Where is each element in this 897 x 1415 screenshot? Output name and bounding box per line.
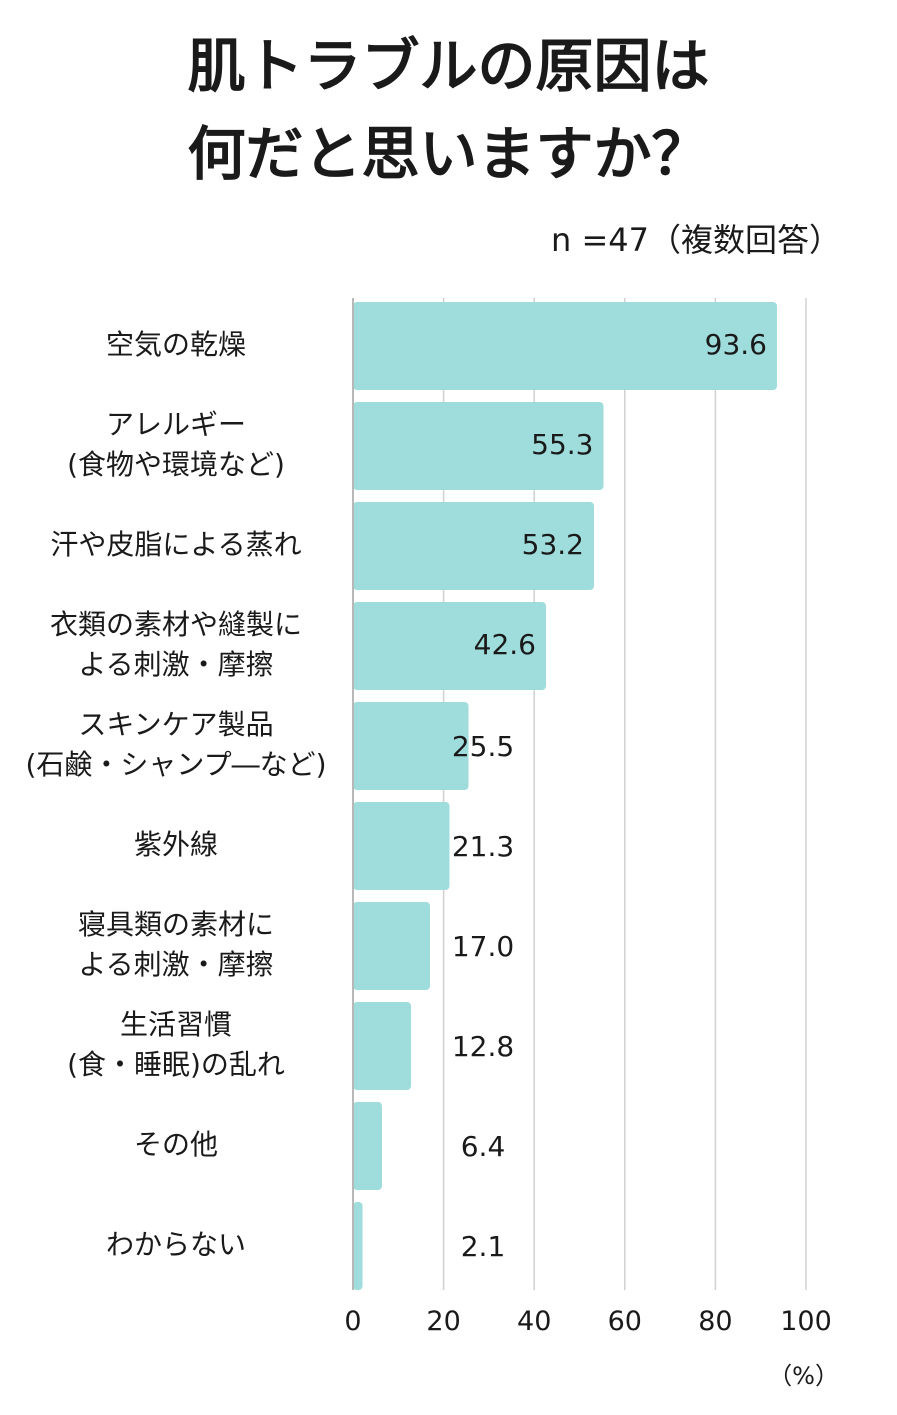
bar bbox=[353, 602, 546, 690]
category-label: アレルギー bbox=[106, 408, 246, 441]
value-label: 25.5 bbox=[452, 730, 514, 763]
bar bbox=[353, 1002, 411, 1090]
x-tick-label: 20 bbox=[426, 1306, 460, 1337]
category-label: その他 bbox=[134, 1128, 218, 1161]
bar bbox=[353, 302, 778, 390]
value-label: 93.6 bbox=[705, 328, 767, 361]
value-label: 42.6 bbox=[474, 628, 536, 661]
bar bbox=[353, 902, 431, 990]
bar bbox=[353, 802, 450, 890]
bar bbox=[353, 1202, 363, 1290]
category-label: 生活習慣 bbox=[120, 1008, 232, 1041]
title-line-2: 何だと思いますか？ bbox=[187, 120, 710, 188]
value-label: 17.0 bbox=[452, 930, 514, 963]
x-tick-label: 40 bbox=[517, 1306, 551, 1337]
title-line-1: 肌トラブルの原因は bbox=[187, 32, 710, 100]
bar bbox=[353, 702, 469, 790]
sample-size-note: n =47（複数回答） bbox=[551, 221, 841, 259]
bar bbox=[353, 402, 604, 490]
category-label: 空気の乾燥 bbox=[106, 328, 246, 361]
category-label: (石鹸・シャンプ―など) bbox=[25, 748, 326, 781]
x-tick-label: 60 bbox=[608, 1306, 642, 1337]
category-label: (食物や環境など) bbox=[67, 448, 285, 481]
x-tick-label: 80 bbox=[698, 1306, 732, 1337]
category-label: よる刺激・摩擦 bbox=[78, 648, 273, 681]
x-tick-label: 0 bbox=[344, 1306, 361, 1337]
chart-title: 肌トラブルの原因は 何だと思いますか？ bbox=[0, 22, 897, 198]
value-label: 2.1 bbox=[461, 1230, 506, 1263]
value-label: 6.4 bbox=[461, 1130, 506, 1163]
value-label: 55.3 bbox=[531, 428, 593, 461]
category-label: スキンケア製品 bbox=[78, 708, 273, 741]
category-label: わからない bbox=[106, 1228, 246, 1261]
category-label: 紫外線 bbox=[134, 828, 218, 861]
category-label: よる刺激・摩擦 bbox=[78, 948, 273, 981]
x-axis-unit: （%） bbox=[768, 1362, 839, 1390]
category-label: 衣類の素材や縫製に bbox=[50, 608, 302, 641]
category-label: 汗や皮脂による蒸れ bbox=[50, 528, 301, 561]
bar bbox=[353, 502, 594, 590]
category-label: 寝具類の素材に bbox=[78, 908, 274, 941]
bar bbox=[353, 1102, 382, 1190]
value-label: 53.2 bbox=[522, 528, 584, 561]
category-label: (食・睡眠)の乱れ bbox=[67, 1048, 285, 1081]
x-tick-label: 100 bbox=[780, 1306, 832, 1337]
value-label: 21.3 bbox=[452, 830, 514, 863]
value-label: 12.8 bbox=[452, 1030, 514, 1063]
